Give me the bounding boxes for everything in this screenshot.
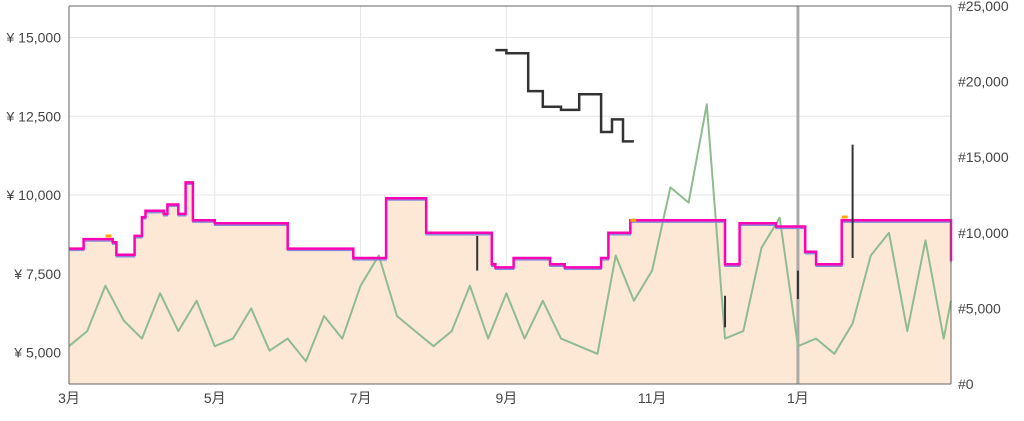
y-left-tick-label: ¥ 5,000 <box>13 345 61 361</box>
y-right-tick-label: #0 <box>958 376 974 392</box>
used-price-series <box>476 48 854 328</box>
y-right-tick-label: #20,000 <box>958 74 1009 90</box>
x-tick-label: 7月 <box>350 390 372 406</box>
sales-rank-series <box>68 103 952 363</box>
x-tick-label: 11月 <box>638 390 667 406</box>
amazon-price-line <box>69 183 952 271</box>
sales-rank-line <box>68 103 952 363</box>
x-tick-label: 3月 <box>58 390 80 406</box>
y-right-tick-label: #15,000 <box>958 149 1009 165</box>
y-left-tick-label: ¥ 12,500 <box>6 108 62 124</box>
chart-frame <box>68 5 952 385</box>
new-price-line <box>69 181 953 269</box>
y-right-tick-label: #10,000 <box>958 225 1009 241</box>
y-left-tick-label: ¥ 10,000 <box>6 187 62 203</box>
y-right-tick-label: #5,000 <box>958 300 1001 316</box>
y-right-tick-label: #25,000 <box>958 0 1009 14</box>
amazon-price-area <box>69 182 951 384</box>
y-left-tick-label: ¥ 7,500 <box>13 266 61 282</box>
amazon-price-fill <box>69 182 951 384</box>
used-price-line <box>495 48 634 143</box>
x-tick-label: 9月 <box>495 390 517 406</box>
x-tick-label: 1月 <box>787 390 809 406</box>
amazon-price-series <box>69 183 952 271</box>
x-tick-label: 5月 <box>204 390 226 406</box>
tick-labels: ¥ 5,000 ¥ 7,500 ¥ 10,000 ¥ 12,500 ¥ 15,000 #0… <box>6 0 1009 406</box>
new-price-series <box>69 181 953 269</box>
y-left-tick-label: ¥ 15,000 <box>6 30 62 46</box>
